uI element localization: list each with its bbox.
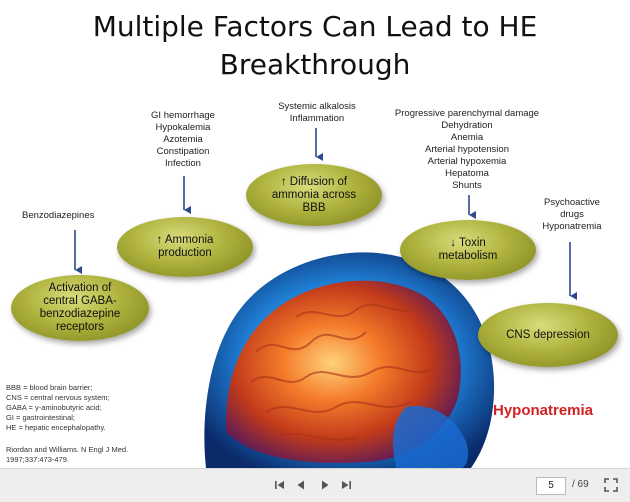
footnote-line: GABA = γ-aminobutyric acid;	[6, 403, 110, 413]
footnote-line: HE = hepatic encephalopathy.	[6, 423, 110, 433]
previous-page-button[interactable]	[294, 478, 308, 492]
previous-page-icon	[295, 479, 307, 491]
footnote-line: BBB = blood brain barrier;	[6, 383, 110, 393]
ellipse-ammonia-diffusion: ↑ Diffusion of ammonia across BBB	[246, 164, 382, 226]
next-page-button[interactable]	[318, 478, 332, 492]
ellipse-gaba-activation: Activation of central GABA- benzodiazepi…	[11, 275, 149, 341]
footnotes: BBB = blood brain barrier; CNS = central…	[6, 383, 110, 433]
ellipse-text: ↑ Diffusion of	[272, 176, 356, 189]
ellipse-text: ↓ Toxin	[439, 237, 498, 250]
last-page-icon	[340, 479, 352, 491]
ellipse-text: production	[157, 247, 214, 260]
citation: Riordan and Williams. N Engl J Med. 1997…	[6, 445, 128, 465]
ellipse-text: BBB	[272, 202, 356, 215]
ellipse-text: benzodiazepine	[40, 308, 121, 321]
ellipse-text: metabolism	[439, 250, 498, 263]
first-page-icon	[274, 479, 286, 491]
viewer-toolbar: 5 / 69	[0, 468, 630, 502]
footnote-line: GI = gastrointestinal;	[6, 413, 110, 423]
slide: Multiple Factors Can Lead to HE Breakthr…	[0, 0, 630, 468]
ellipse-text: ↑ Ammonia	[157, 234, 214, 247]
page-number-input[interactable]: 5	[536, 477, 566, 495]
ellipse-text: receptors	[40, 321, 121, 334]
ellipse-toxin-metabolism: ↓ Toxin metabolism	[400, 220, 536, 280]
citation-line: Riordan and Williams. N Engl J Med.	[6, 445, 128, 455]
ellipse-ammonia-production: ↑ Ammonia production	[117, 217, 253, 277]
citation-line: 1997;337:473-479.	[6, 455, 128, 465]
fullscreen-icon	[604, 478, 618, 492]
ellipse-text: ammonia across	[272, 189, 356, 202]
last-page-button[interactable]	[339, 478, 353, 492]
footnote-line: CNS = central nervous system;	[6, 393, 110, 403]
ellipse-cns-depression: CNS depression	[478, 303, 618, 367]
next-page-icon	[319, 479, 331, 491]
ellipse-text: central GABA-	[40, 295, 121, 308]
first-page-button[interactable]	[273, 478, 287, 492]
total-pages-label: / 69	[572, 479, 589, 490]
hyponatremia-label: Hyponatremia	[493, 402, 593, 419]
ellipse-text: CNS depression	[506, 329, 590, 342]
ellipse-text: Activation of	[40, 282, 121, 295]
fullscreen-button[interactable]	[604, 478, 618, 492]
